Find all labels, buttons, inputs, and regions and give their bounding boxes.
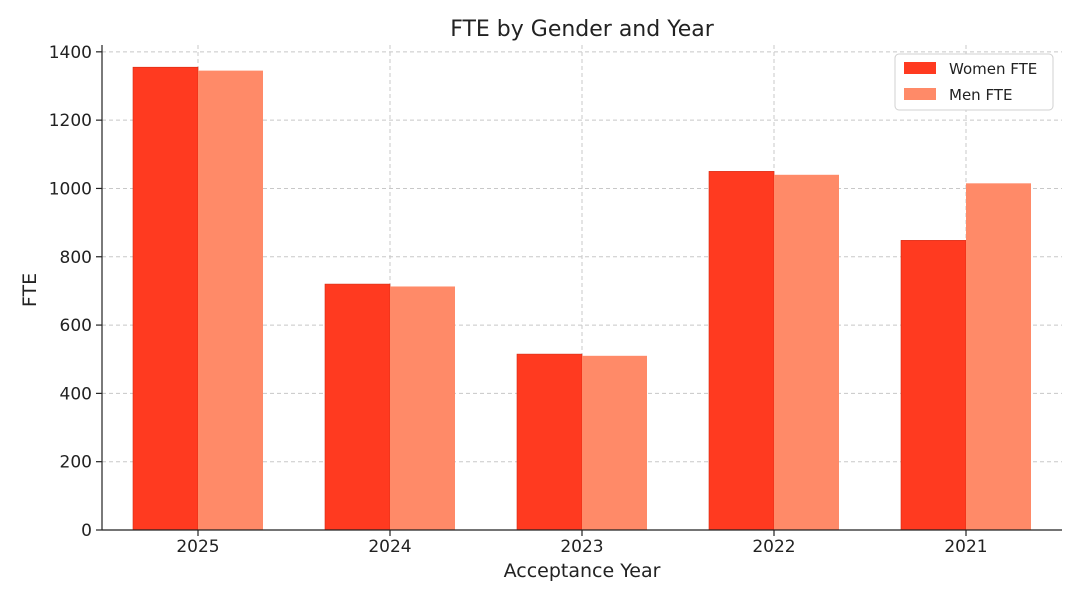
legend-label: Women FTE xyxy=(949,60,1037,78)
bar-women-2022 xyxy=(708,171,775,531)
x-axis-label: Acceptance Year xyxy=(504,560,661,582)
axes xyxy=(96,45,1062,536)
chart-title: FTE by Gender and Year xyxy=(450,17,715,42)
bar-men-2023 xyxy=(582,355,647,530)
bar-women-2023 xyxy=(516,353,583,531)
x-tick-label: 2023 xyxy=(560,537,603,557)
x-tick-label: 2024 xyxy=(368,537,411,557)
bar-men-2024 xyxy=(390,286,455,530)
bar-women-2021 xyxy=(900,240,967,531)
y-tick-label: 800 xyxy=(60,248,92,268)
bar-men-2022 xyxy=(774,174,839,530)
y-tick-label: 1400 xyxy=(49,43,92,63)
bars-group xyxy=(132,66,1031,531)
legend-swatch xyxy=(904,62,936,74)
tick-labels: 0 200 400 600 800 1000 1200 1400 2025 2024 2023 202… xyxy=(49,43,988,557)
bar-men-2025 xyxy=(198,70,263,530)
bar-women-2024 xyxy=(324,283,391,531)
x-tick-label: 2021 xyxy=(944,537,987,557)
legend-swatch xyxy=(904,88,936,100)
legend-label: Men FTE xyxy=(949,86,1012,104)
y-tick-label: 200 xyxy=(60,453,92,473)
y-tick-label: 0 xyxy=(81,521,92,541)
legend: Women FTE Men FTE xyxy=(894,53,1054,111)
y-tick-label: 1200 xyxy=(49,111,92,131)
y-tick-label: 1000 xyxy=(49,179,92,199)
x-tick-label: 2022 xyxy=(752,537,795,557)
y-axis-label: FTE xyxy=(19,273,41,307)
y-tick-label: 600 xyxy=(60,316,92,336)
bar-women-2025 xyxy=(132,66,199,531)
bar-men-2021 xyxy=(966,183,1031,531)
y-tick-label: 400 xyxy=(60,384,92,404)
x-tick-label: 2025 xyxy=(176,537,219,557)
